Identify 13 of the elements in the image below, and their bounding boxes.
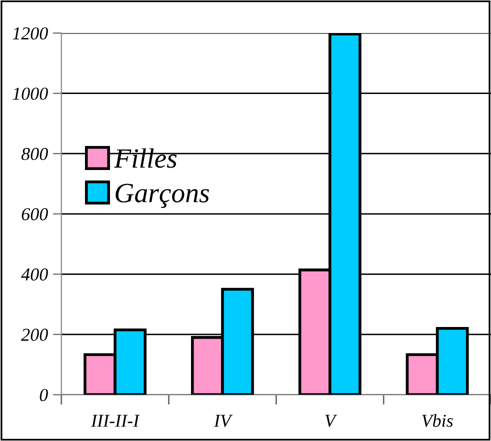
y-tick-label: 200 bbox=[21, 328, 48, 341]
x-tick-label: V bbox=[325, 414, 338, 427]
y-tick-label: 0 bbox=[40, 388, 48, 402]
x-tick-label: IV bbox=[214, 414, 233, 427]
y-tick-label: 600 bbox=[22, 208, 48, 220]
legend-label: Garçons bbox=[116, 184, 209, 208]
x-tick-label: Vbis bbox=[422, 414, 453, 427]
y-tick-label: 800 bbox=[21, 148, 48, 160]
y-tick-label: 400 bbox=[21, 268, 48, 281]
x-tick-label: III-II-I bbox=[90, 414, 140, 427]
y-tick-label: 1000 bbox=[12, 88, 48, 100]
y-tick-label: 1200 bbox=[12, 27, 48, 40]
legend-label: Filles bbox=[114, 148, 177, 168]
